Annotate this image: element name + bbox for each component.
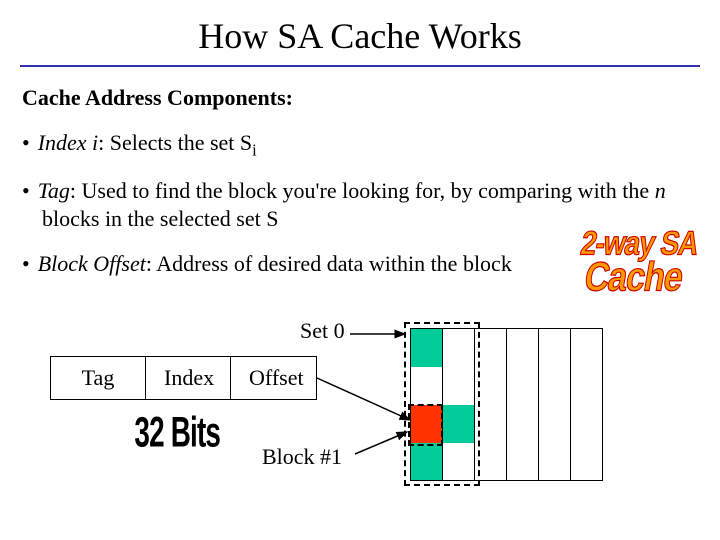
cache-cell: [571, 443, 603, 481]
wordart-2way-sa-cache: 2-way SA Cache: [572, 228, 701, 296]
cache-cell: [507, 443, 539, 481]
cache-cell: [571, 367, 603, 405]
cache-cell: [507, 367, 539, 405]
cache-cell: [539, 367, 571, 405]
slide-title: How SA Cache Works: [0, 0, 720, 65]
arrow-set0: [350, 330, 420, 350]
cache-cell: [539, 329, 571, 367]
addr-cell-tag: Tag: [51, 357, 146, 399]
arrow-block1: [355, 430, 420, 460]
arrow-offset: [315, 372, 425, 432]
block1-label: Block #1: [262, 444, 342, 470]
cache-cell: [507, 329, 539, 367]
cache-cell: [507, 405, 539, 443]
diagram-area: Set 0 Tag Index Offset 32 Bits Block #1: [0, 310, 720, 540]
cache-cell: [539, 405, 571, 443]
title-divider: [20, 65, 700, 67]
bits-label-wordart: 32 Bits: [134, 409, 220, 458]
cache-cell: [539, 443, 571, 481]
subtitle: Cache Address Components:: [22, 85, 698, 111]
address-fields-table: Tag Index Offset: [50, 356, 317, 400]
cache-cell: [571, 329, 603, 367]
cache-cell: [571, 405, 603, 443]
bullet-index: •Index i: Selects the set Si: [22, 129, 698, 161]
set0-label: Set 0: [300, 318, 345, 344]
addr-cell-offset: Offset: [231, 357, 316, 399]
addr-cell-index: Index: [146, 357, 231, 399]
